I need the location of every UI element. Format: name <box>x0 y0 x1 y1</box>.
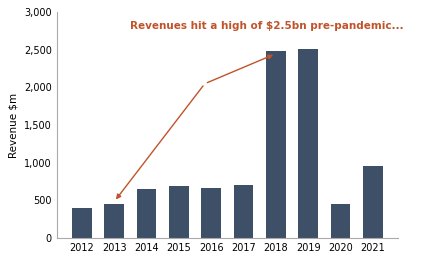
Y-axis label: Revenue $m: Revenue $m <box>8 92 18 158</box>
Bar <box>201 188 221 238</box>
Bar <box>331 204 350 238</box>
Bar <box>299 49 318 238</box>
Bar <box>104 204 124 238</box>
Text: Revenues hit a high of $2.5bn pre-pandemic...: Revenues hit a high of $2.5bn pre-pandem… <box>130 21 404 31</box>
Bar <box>266 51 286 238</box>
Bar <box>137 189 156 238</box>
Bar <box>234 185 253 238</box>
Bar <box>72 209 91 238</box>
Bar <box>169 186 189 238</box>
Bar <box>363 167 382 238</box>
